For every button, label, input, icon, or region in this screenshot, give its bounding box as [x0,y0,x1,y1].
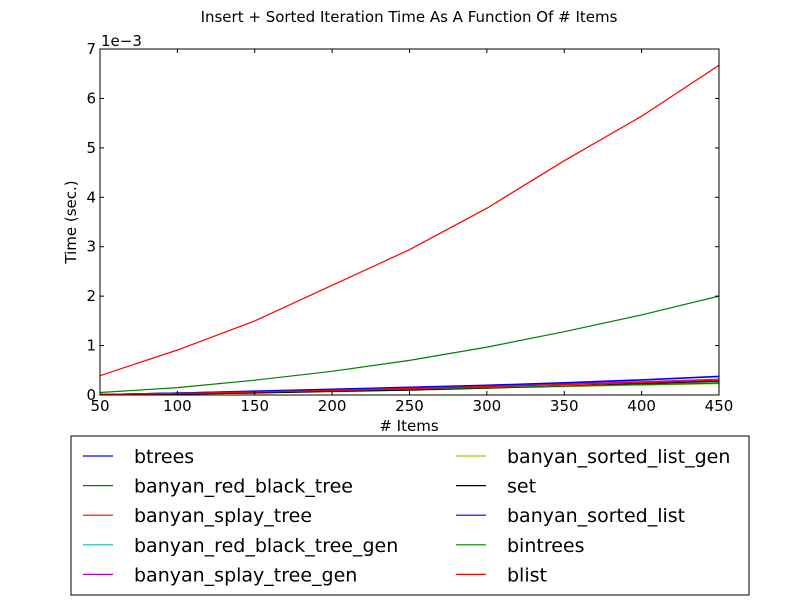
legend-label-blist: blist [507,564,547,586]
y-axis-offset-label: 1e−3 [101,32,142,50]
x-axis: 50 100 150 200 250 300 350 400 450 [90,49,733,415]
x-axis-label: # Items [379,417,438,435]
y-tick-label: 0 [86,386,96,404]
x-tick-label: 450 [705,397,734,415]
y-tick-label: 3 [86,238,96,256]
legend-label-banyan-red-black-tree: banyan_red_black_tree [134,476,353,498]
series-line-banyan-splay-tree [100,64,719,377]
legend-box [70,435,750,596]
x-tick-label: 300 [473,397,502,415]
legend-label-banyan-red-black-tree-gen: banyan_red_black_tree_gen [134,535,398,557]
y-tick-label: 7 [86,40,96,58]
series-line-banyan-red-black-tree [100,295,719,394]
x-tick-label: 400 [627,397,656,415]
x-tick-label: 50 [90,397,109,415]
legend-label-banyan-sorted-list: banyan_sorted_list [507,505,685,527]
y-axis-label: Time (sec.) [62,180,80,264]
x-tick-label: 200 [318,397,347,415]
y-tick-label: 1 [86,337,96,355]
plot-area [99,48,720,396]
series-line-banyan-sorted-list [100,375,719,395]
y-tick-label: 2 [86,287,96,305]
x-tick-label: 350 [550,397,579,415]
x-tick-label: 250 [395,397,424,415]
y-tick-label: 4 [86,188,96,206]
legend-label-banyan-splay-tree-gen: banyan_splay_tree_gen [134,564,357,586]
legend-label-bintrees: bintrees [507,535,585,557]
chart-title: Insert + Sorted Iteration Time As A Func… [201,8,618,26]
y-axis: 0 1 2 3 4 5 6 7 [86,40,719,404]
x-tick-label: 100 [163,397,192,415]
series-line-blist [100,379,719,395]
x-tick-label: 150 [240,397,269,415]
legend-label-banyan-sorted-list-gen: banyan_sorted_list_gen [507,446,730,468]
legend: btrees banyan_red_black_tree banyan_splay_… [70,435,750,596]
y-tick-label: 5 [86,139,96,157]
y-tick-label: 6 [86,89,96,107]
legend-label-btrees: btrees [134,446,194,468]
plot-frame [99,48,720,396]
legend-label-set: set [507,476,536,498]
series-line-set [100,380,719,395]
legend-label-banyan-splay-tree: banyan_splay_tree [134,505,312,527]
